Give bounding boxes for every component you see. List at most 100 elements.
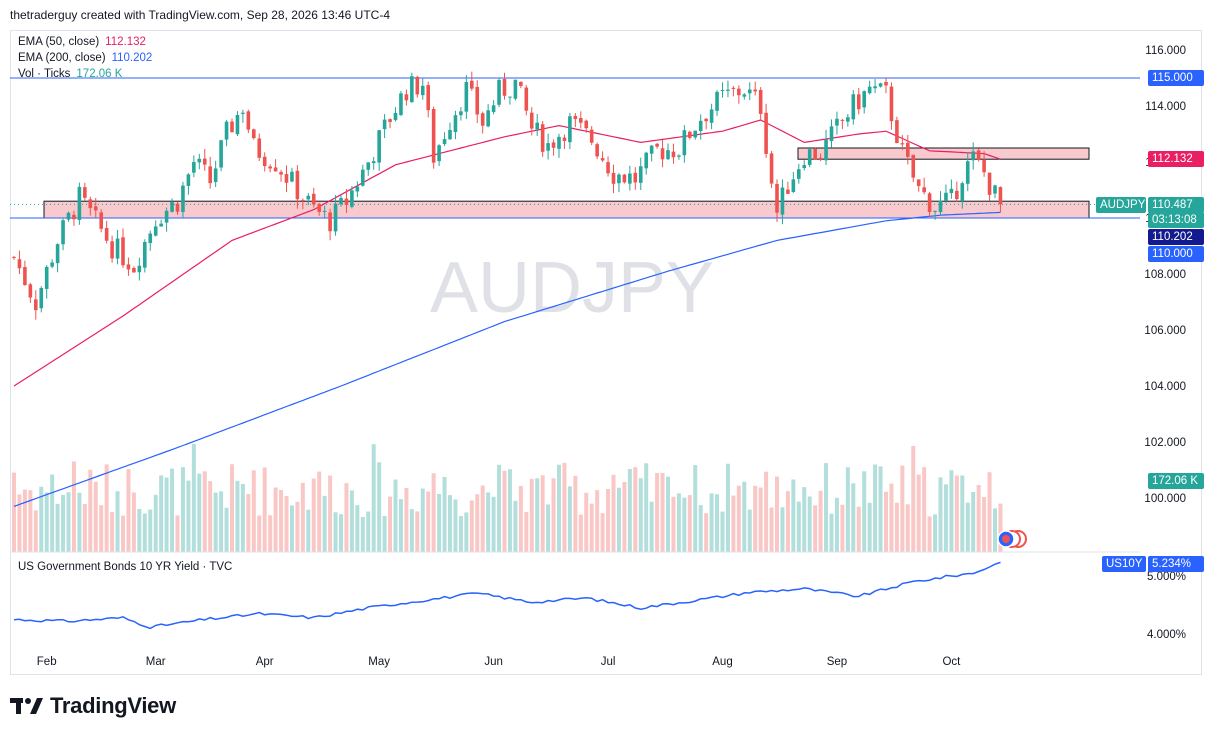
volume-bar bbox=[518, 485, 523, 552]
volume-bar bbox=[715, 494, 720, 552]
volume-bar bbox=[862, 471, 867, 552]
volume-bar bbox=[295, 501, 300, 552]
candle-body bbox=[132, 268, 136, 273]
candle-body bbox=[420, 85, 425, 96]
legend-ema50[interactable]: EMA (50, close) 112.132 bbox=[18, 36, 146, 48]
us10y-line bbox=[13, 561, 1001, 630]
candle-body bbox=[175, 203, 180, 212]
flag-emblem-icon bbox=[1002, 535, 1010, 543]
candle-body bbox=[916, 179, 921, 186]
candle-body bbox=[508, 96, 512, 98]
candle-body bbox=[371, 161, 376, 164]
volume-bar bbox=[606, 488, 611, 552]
legend-us10y[interactable]: US Government Bonds 10 YR Yield · TVC bbox=[18, 561, 232, 573]
volume-bar bbox=[638, 478, 643, 552]
candle-body bbox=[44, 266, 49, 289]
candle-body bbox=[262, 156, 267, 167]
volume-bar bbox=[884, 491, 888, 552]
zones-layer bbox=[43, 147, 1090, 219]
candle-body bbox=[900, 143, 905, 145]
volume-bar bbox=[230, 464, 234, 552]
candle-body bbox=[475, 86, 480, 115]
candle-body bbox=[181, 185, 185, 212]
volume-bar bbox=[398, 499, 403, 552]
time-axis-label: Mar bbox=[146, 656, 166, 668]
candle-body bbox=[633, 172, 638, 183]
volume-bar bbox=[802, 487, 807, 552]
volume-bar bbox=[578, 514, 583, 552]
volume-bar bbox=[780, 507, 785, 552]
volume-bar bbox=[289, 505, 294, 552]
candle-body bbox=[186, 174, 191, 186]
volume-bar bbox=[415, 511, 420, 552]
volume-bar bbox=[306, 509, 311, 552]
candle-body bbox=[55, 244, 60, 264]
candle-body bbox=[546, 143, 550, 151]
candle-body bbox=[677, 155, 681, 157]
candle-body bbox=[600, 158, 605, 161]
candle-body bbox=[998, 187, 1003, 205]
candle-body bbox=[241, 112, 245, 114]
volume-bar bbox=[475, 494, 480, 552]
volume-bar bbox=[186, 480, 191, 552]
volume-bar bbox=[655, 473, 660, 552]
volume-bar bbox=[12, 472, 16, 552]
candle-body bbox=[649, 145, 654, 154]
volume-bar bbox=[240, 484, 245, 552]
volume-bar bbox=[889, 483, 894, 552]
time-axis-label: Jul bbox=[601, 656, 616, 668]
volume-bar bbox=[257, 515, 262, 552]
volume-bar bbox=[39, 486, 44, 552]
volume-bar bbox=[311, 478, 316, 552]
price-tick-label: 104.000 bbox=[1144, 381, 1186, 393]
volume-bar bbox=[464, 512, 469, 552]
candle-body bbox=[976, 150, 981, 161]
tradingview-logo[interactable]: TradingView bbox=[10, 693, 176, 719]
volume-bar bbox=[371, 444, 376, 552]
candle-body bbox=[104, 227, 109, 241]
badge-us10y-value: 5.234% bbox=[1148, 556, 1204, 572]
volume-bar bbox=[851, 483, 856, 552]
volume-bar bbox=[93, 481, 98, 552]
volume-bar bbox=[725, 463, 730, 552]
candle-body bbox=[39, 288, 44, 309]
candle-body bbox=[273, 167, 278, 172]
badge-countdown: 03:13:08 bbox=[1148, 212, 1204, 228]
time-axis-label: May bbox=[368, 656, 390, 668]
volume-bar bbox=[377, 462, 382, 552]
event-markers[interactable] bbox=[997, 530, 1027, 548]
legend-ema200[interactable]: EMA (200, close) 110.202 bbox=[18, 52, 152, 64]
price-ticks-layer: 116.000114.000112.000110.000108.000106.0… bbox=[1144, 45, 1186, 641]
volume-bar bbox=[540, 475, 545, 552]
candle-body bbox=[551, 142, 556, 148]
legend-volume-label: Vol · Ticks bbox=[18, 68, 71, 80]
candle-body bbox=[846, 117, 850, 122]
candle-body bbox=[83, 187, 87, 198]
chart-frame bbox=[10, 30, 1202, 675]
candle-body bbox=[437, 145, 441, 162]
candle-body bbox=[987, 172, 992, 195]
candle-body bbox=[922, 187, 926, 193]
candle-body bbox=[361, 169, 365, 186]
volume-bar bbox=[666, 476, 670, 552]
volume-bar bbox=[202, 471, 207, 552]
candle-body bbox=[382, 119, 387, 130]
volume-bar bbox=[317, 471, 322, 552]
volume-bar bbox=[557, 464, 561, 552]
volume-bar bbox=[126, 469, 131, 552]
volume-bar bbox=[589, 503, 594, 552]
volume-bar bbox=[404, 487, 409, 552]
legend-volume[interactable]: Vol · Ticks 172.06 K bbox=[18, 68, 122, 80]
candle-body bbox=[933, 210, 937, 212]
volume-bar bbox=[644, 463, 649, 552]
volume-bar bbox=[993, 508, 997, 552]
candle-body bbox=[388, 119, 392, 122]
volume-bar bbox=[458, 516, 463, 552]
candle-body bbox=[121, 237, 125, 266]
volume-bar bbox=[513, 500, 518, 552]
volume-bar bbox=[845, 467, 850, 552]
candle-body bbox=[638, 166, 643, 183]
volume-bar bbox=[77, 492, 82, 552]
candle-body bbox=[944, 192, 948, 201]
